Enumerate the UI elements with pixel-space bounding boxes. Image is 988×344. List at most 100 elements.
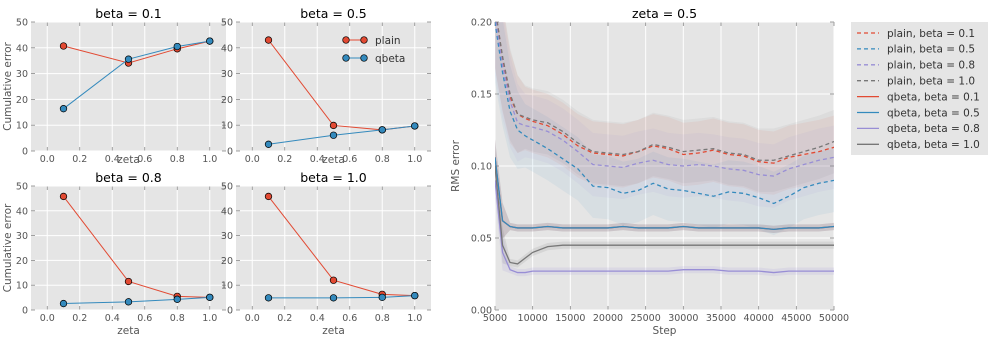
plain-legend-label: plain xyxy=(375,35,401,47)
qbeta-point xyxy=(378,293,386,302)
plain-line xyxy=(63,196,210,298)
series-line-5 xyxy=(495,157,834,231)
qbeta-line xyxy=(268,295,415,299)
legend-label-7: qbeta, beta = 1.0 xyxy=(887,139,980,151)
x-tick-label: 35000 xyxy=(706,313,736,324)
y-tick-label: 50 xyxy=(16,182,28,193)
x-tick-label: 0.8 xyxy=(170,154,185,165)
x-tick-label: 45000 xyxy=(781,313,811,324)
plain-point xyxy=(264,36,273,44)
qbeta-point xyxy=(124,298,133,306)
y-tick-label: 0.10 xyxy=(471,162,492,173)
y-tick-label: 20 xyxy=(221,95,233,106)
y-axis-label: RMS error xyxy=(450,139,462,191)
y-tick-label: 10 xyxy=(16,121,28,132)
x-tick-label: 0.6 xyxy=(137,313,152,324)
band-4 xyxy=(495,139,834,239)
plain-point xyxy=(124,277,133,286)
x-axis-label: zeta xyxy=(117,325,140,337)
legend-box xyxy=(851,22,988,155)
y-axis-label: Cumulative error xyxy=(2,41,14,130)
qbeta-point xyxy=(264,140,273,148)
x-axis-label: zeta xyxy=(322,325,345,337)
series-line-3 xyxy=(496,22,834,161)
legend-label-1: plain, beta = 0.5 xyxy=(887,44,975,56)
x-tick-label: 0.0 xyxy=(245,313,260,324)
chart-title: zeta = 0.5 xyxy=(632,6,697,21)
y-tick-label: 0 xyxy=(22,147,28,158)
x-tick-label: 0.0 xyxy=(40,154,55,165)
plain-point xyxy=(59,42,68,50)
qbeta-point xyxy=(411,122,419,130)
x-tick-label: 15000 xyxy=(555,313,585,324)
x-tick-label: 0.4 xyxy=(105,154,120,165)
y-axis-label: Cumulative error xyxy=(2,203,14,292)
plain-line xyxy=(63,40,210,64)
y-tick-label: 50 xyxy=(16,18,28,29)
x-tick-label: 50000 xyxy=(819,313,849,324)
x-tick-label: 0.6 xyxy=(137,154,152,165)
x-tick-label: 1.0 xyxy=(407,313,422,324)
chart-panel-2: 0.0 0.2 0.4 0.6 0.8 1.0 0 10 20 30 40 50 beta = 0.8 z… xyxy=(2,170,226,337)
x-tick-label: 0.8 xyxy=(375,313,390,324)
y-tick-label: 40 xyxy=(221,43,233,54)
x-tick-label: 0.2 xyxy=(72,154,87,165)
chart-title: beta = 1.0 xyxy=(300,170,367,185)
x-tick-label: 0.8 xyxy=(375,154,390,165)
qbeta-point xyxy=(329,294,338,302)
plain-legend-marker xyxy=(342,36,350,44)
plain-point xyxy=(264,192,273,201)
x-tick-label: 1.0 xyxy=(407,154,422,165)
plain-legend-marker xyxy=(360,36,368,44)
series-line-1 xyxy=(495,22,834,205)
chart-panel-3: 0.0 0.2 0.4 0.6 0.8 1.0 0 10 20 30 40 50 beta = 1.0 z… xyxy=(221,170,431,337)
qbeta-point xyxy=(173,42,181,51)
chart-title: beta = 0.8 xyxy=(95,170,162,185)
qbeta-point xyxy=(124,55,133,63)
legend: plain, beta = 0.1 plain, beta = 0.5 plain,… xyxy=(851,22,988,155)
x-axis-label: zeta xyxy=(322,154,345,166)
legend-label-3: plain, beta = 1.0 xyxy=(887,76,975,88)
x-tick-label: 0.6 xyxy=(342,313,357,324)
y-tick-label: 0.05 xyxy=(471,234,492,245)
x-tick-label: 0.6 xyxy=(342,154,357,165)
y-tick-label: 50 xyxy=(221,18,233,29)
x-axis-label: Step xyxy=(653,325,677,337)
y-tick-label: 10 xyxy=(221,121,233,132)
y-tick-label: 20 xyxy=(16,256,28,267)
x-tick-label: 0.4 xyxy=(310,313,325,324)
y-tick-label: 20 xyxy=(221,256,233,267)
legend-label-2: plain, beta = 0.8 xyxy=(887,60,975,72)
plain-line xyxy=(268,196,415,297)
series-line-6 xyxy=(495,180,834,274)
qbeta-line xyxy=(63,296,210,305)
plain-point xyxy=(329,276,338,284)
x-tick-label: 0.4 xyxy=(105,313,120,324)
series-line-7 xyxy=(495,165,834,265)
y-tick-label: 20 xyxy=(16,95,28,106)
band-3 xyxy=(495,22,834,192)
x-tick-label: 0.8 xyxy=(170,313,185,324)
qbeta-point xyxy=(206,293,214,302)
qbeta-point xyxy=(411,291,419,300)
plot-area xyxy=(31,22,226,151)
plot-area xyxy=(236,186,431,310)
qbeta-point xyxy=(206,37,214,45)
x-tick-label: 30000 xyxy=(668,313,698,324)
y-tick-label: 30 xyxy=(16,231,28,242)
band-2 xyxy=(495,22,834,208)
x-tick-label: 1.0 xyxy=(202,313,217,324)
chart-panel-4: 5000 10000 15000 20000 25000 30000 35000 40000 4… xyxy=(450,6,849,337)
y-tick-label: 0.15 xyxy=(471,90,492,101)
plain-point xyxy=(59,192,68,201)
qbeta-line xyxy=(63,40,210,110)
y-tick-label: 10 xyxy=(16,281,28,292)
qbeta-point xyxy=(329,131,338,139)
qbeta-legend-marker xyxy=(360,54,368,62)
x-tick-label: 0.2 xyxy=(277,313,292,324)
qbeta-point xyxy=(378,126,386,134)
qbeta-point xyxy=(59,299,68,308)
series-line-2 xyxy=(495,22,834,177)
qbeta-point xyxy=(59,105,68,113)
band-1 xyxy=(495,22,834,236)
